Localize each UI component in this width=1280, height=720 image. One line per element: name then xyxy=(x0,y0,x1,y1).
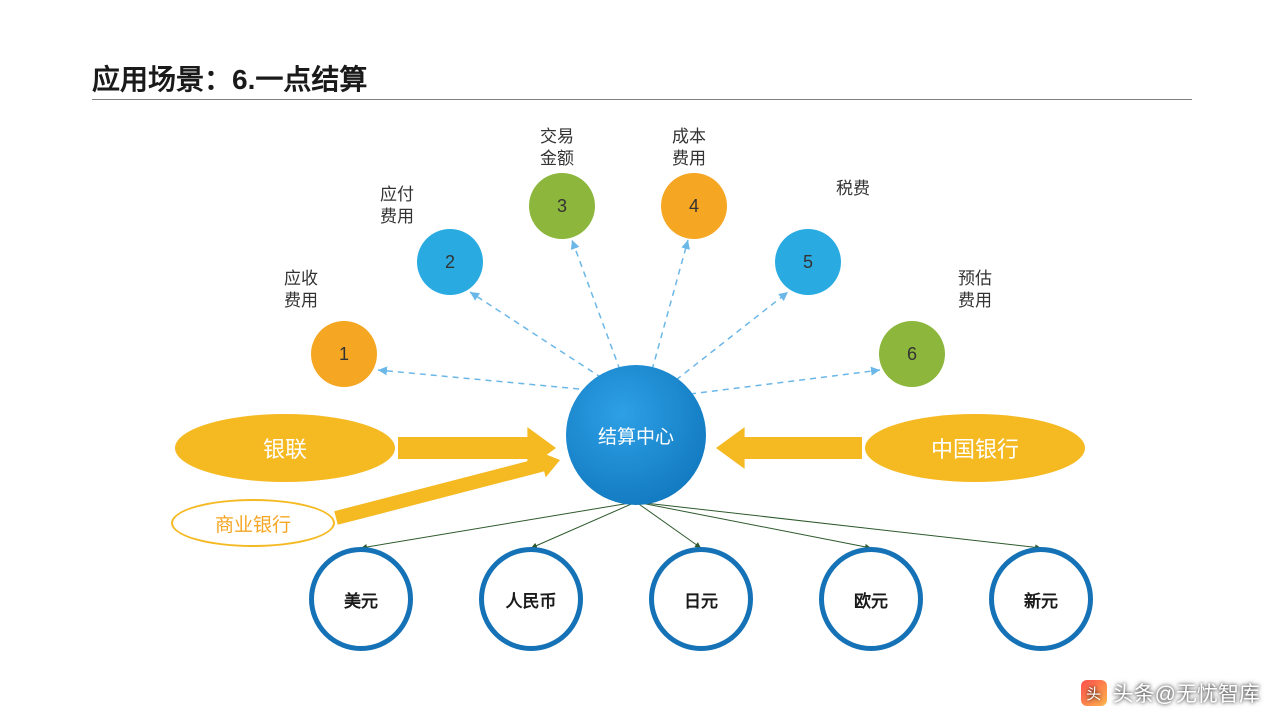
bank-unionpay: 银联 xyxy=(175,414,395,482)
currency-sgd: 新元 xyxy=(989,547,1093,651)
diagram-canvas: 结算中心 1 应收 费用 2应付 费用 3交易 金额 4成本 费用 5 税费 6 预估 费用银联 中… xyxy=(0,0,1280,720)
bank-boc: 中国银行 xyxy=(865,414,1085,482)
currency-jpy: 日元 xyxy=(649,547,753,651)
spoke-node-3: 3 xyxy=(529,173,595,239)
spoke-node-1: 1 xyxy=(311,321,377,387)
currency-eur: 欧元 xyxy=(819,547,923,651)
spoke-node-4: 4 xyxy=(661,173,727,239)
spoke-label-3: 交易 金额 xyxy=(540,126,574,170)
spoke-label-5: 税费 xyxy=(836,178,870,200)
currency-usd: 美元 xyxy=(309,547,413,651)
spoke-label-1: 应收 费用 xyxy=(284,268,318,312)
spoke-node-2: 2 xyxy=(417,229,483,295)
watermark: 头 头条@无忧智库 xyxy=(1081,678,1260,708)
currency-cny: 人民币 xyxy=(479,547,583,651)
spoke-label-2: 应付 费用 xyxy=(380,184,414,228)
center-node: 结算中心 xyxy=(566,365,706,505)
watermark-text: 头条@无忧智库 xyxy=(1113,678,1260,708)
spoke-label-4: 成本 费用 xyxy=(672,126,706,170)
spoke-label-6: 预估 费用 xyxy=(958,268,992,312)
bank-commercial: 商业银行 xyxy=(171,499,335,547)
watermark-logo-icon: 头 xyxy=(1081,680,1107,706)
spoke-node-6: 6 xyxy=(879,321,945,387)
spoke-node-5: 5 xyxy=(775,229,841,295)
